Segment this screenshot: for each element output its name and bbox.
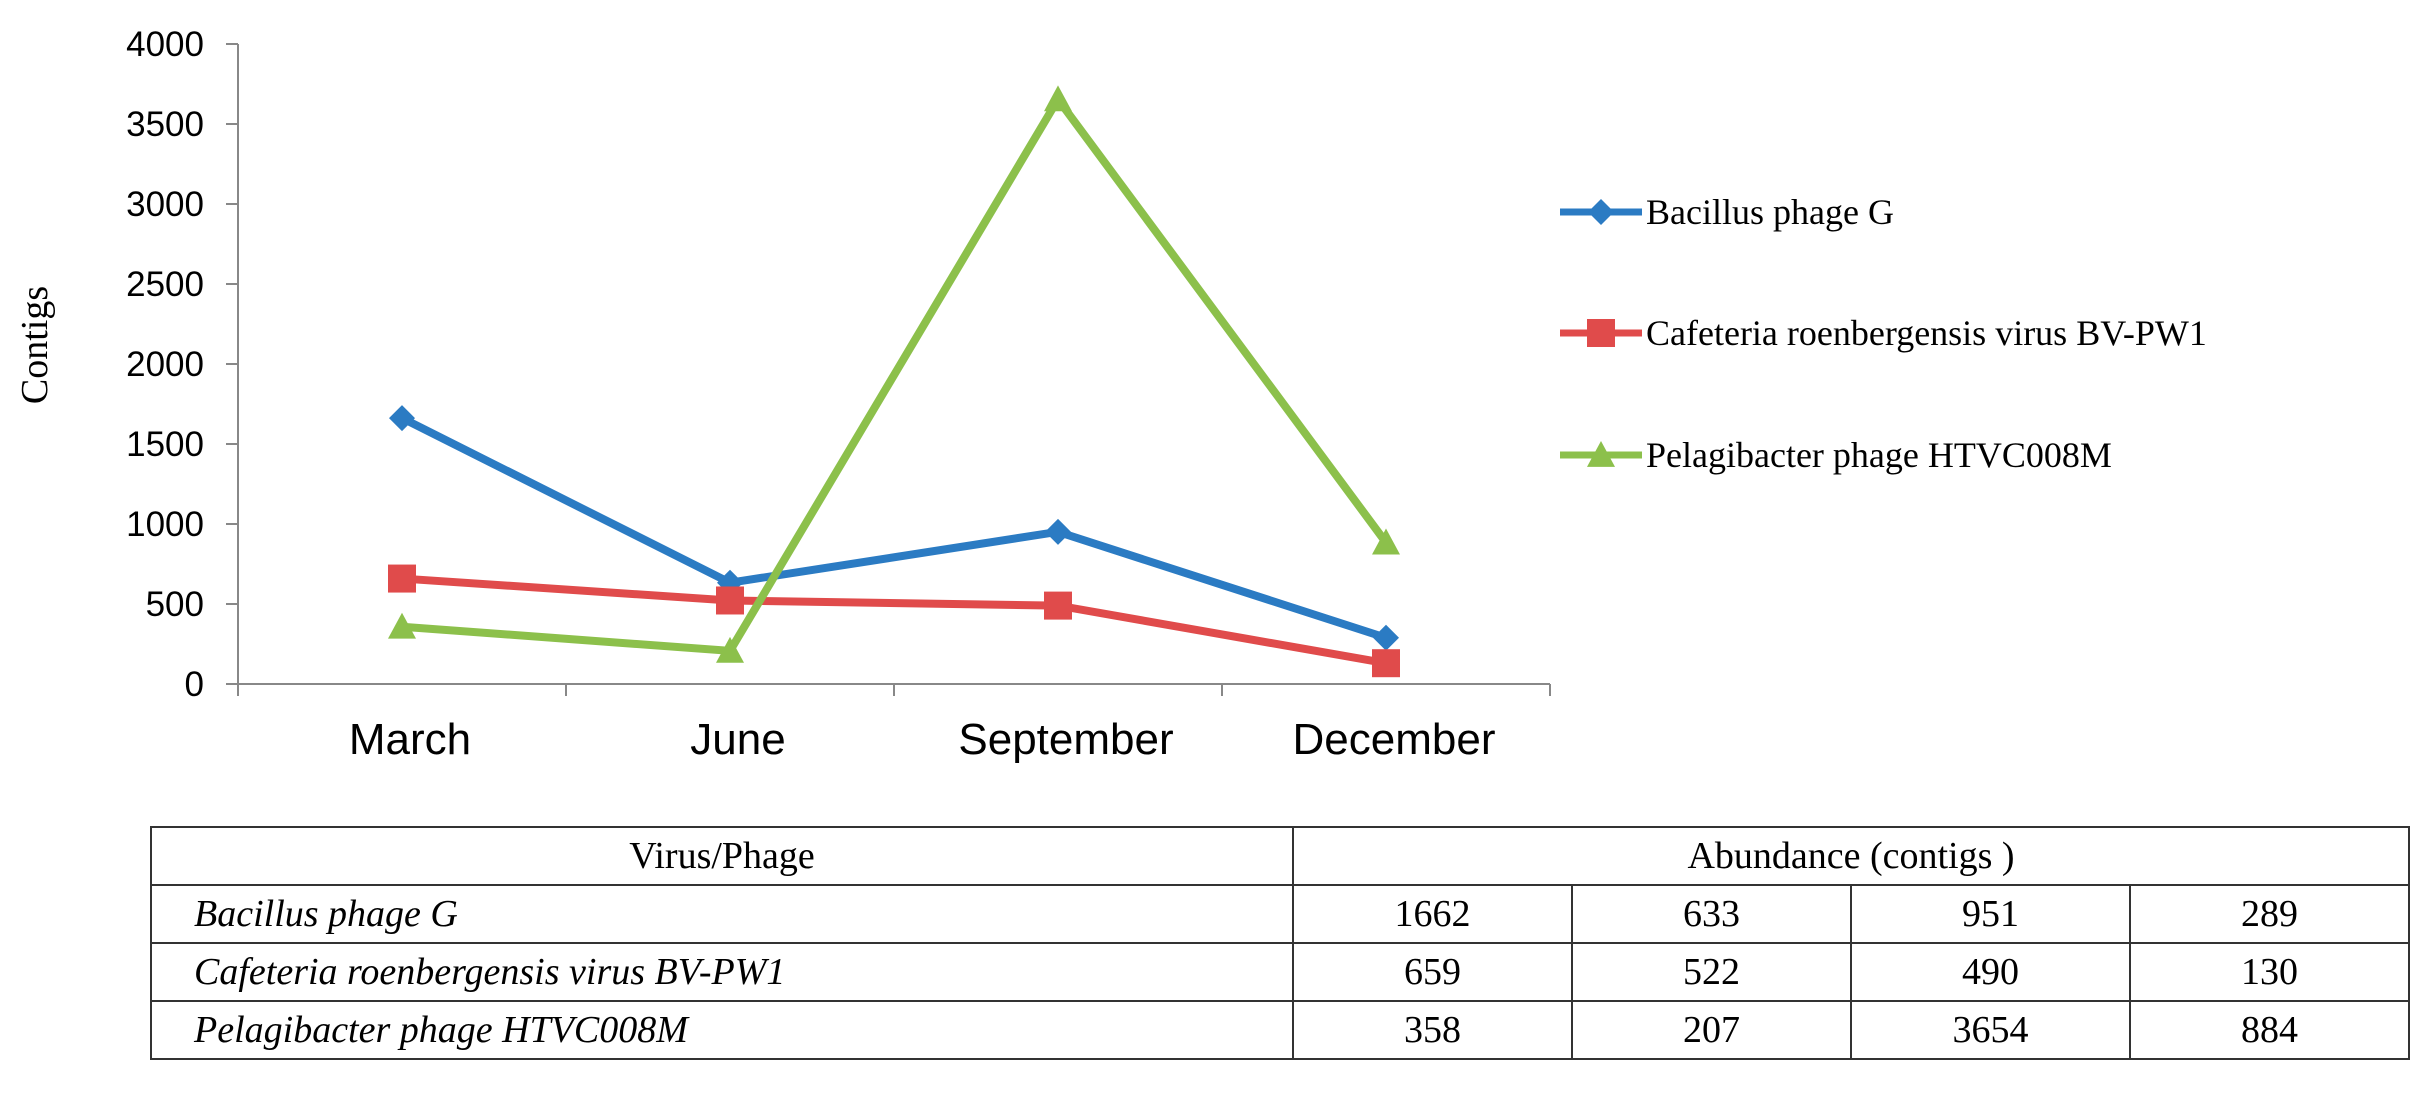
data-point (716, 586, 744, 615)
data-point (1044, 591, 1072, 620)
table-header-row: Virus/Phage Abundance (contigs ) (150, 826, 2410, 886)
series-line (400, 414, 1388, 642)
chart-legend: Bacillus phage G Cafeteria roenbergensis … (1560, 192, 2207, 475)
y-tick-label: 1000 (126, 505, 204, 544)
data-point (1372, 649, 1400, 678)
y-tick-label: 3500 (126, 105, 204, 144)
series-2 (388, 564, 1400, 678)
data-point (1044, 85, 1072, 112)
data-point (716, 636, 744, 663)
series-3 (388, 85, 1400, 663)
table-cell-virus-name: Pelagibacter phage HTVC008M (150, 1000, 1294, 1060)
x-axis-ticks: March June September December (237, 684, 1551, 764)
x-tick-label: March (349, 715, 471, 764)
table-cell-abundance: 3654 (1850, 1000, 2131, 1060)
table-cell-abundance: 659 (1292, 942, 1573, 1002)
legend-label: Bacillus phage G (1646, 192, 1894, 232)
table-cell-abundance: 358 (1292, 1000, 1573, 1060)
table-header-abundance: Abundance (contigs ) (1292, 826, 2410, 886)
legend-marker (1588, 199, 1614, 225)
x-tick-label: December (1293, 715, 1496, 764)
data-point (388, 564, 416, 593)
y-tick-label: 2500 (126, 265, 204, 304)
legend-marker (1587, 441, 1615, 467)
y-axis-title: Contigs (14, 286, 56, 404)
y-tick-label: 500 (146, 585, 204, 624)
table-header-virus: Virus/Phage (150, 826, 1294, 886)
data-point (1045, 518, 1071, 545)
table-cell-virus-name: Bacillus phage G (150, 884, 1294, 944)
abundance-table: Virus/Phage Abundance (contigs ) Bacillu… (150, 826, 2410, 1060)
x-tick-label: September (958, 715, 1173, 764)
data-point (389, 405, 415, 432)
y-tick-label: 2000 (126, 345, 204, 384)
series-1 (389, 405, 1399, 651)
table-cell-abundance: 289 (2129, 884, 2410, 944)
y-tick-label: 1500 (126, 425, 204, 464)
table-cell-abundance: 951 (1850, 884, 2131, 944)
data-point (1372, 528, 1400, 555)
table-row: Cafeteria roenbergensis virus BV-PW1 659 5… (150, 942, 2410, 1002)
table-cell-abundance: 633 (1571, 884, 1852, 944)
table-row: Bacillus phage G 1662 633 951 289 (150, 884, 2410, 944)
table-cell-abundance: 1662 (1292, 884, 1573, 944)
table-cell-abundance: 490 (1850, 942, 2131, 1002)
chart-series (388, 85, 1400, 678)
data-point (388, 612, 416, 639)
series-line (401, 92, 1390, 656)
chart-axes (237, 44, 1550, 685)
table-row: Pelagibacter phage HTVC008M 358 207 3654 884 (150, 1000, 2410, 1060)
table-cell-virus-name: Cafeteria roenbergensis virus BV-PW1 (150, 942, 1294, 1002)
table-cell-abundance: 207 (1571, 1000, 1852, 1060)
y-axis-ticks: 0 500 1000 1500 2000 2500 3000 3500 4000 (126, 25, 238, 704)
line-chart: 0 500 1000 1500 2000 2500 3000 3500 4000 March Ju… (14, 25, 2207, 764)
table-cell-abundance: 522 (1571, 942, 1852, 1002)
y-tick-label: 3000 (126, 185, 204, 224)
data-point (1373, 624, 1399, 651)
legend-label: Pelagibacter phage HTVC008M (1646, 435, 2112, 475)
y-tick-label: 0 (185, 665, 204, 704)
x-tick-label: June (690, 715, 785, 764)
y-tick-label: 4000 (126, 25, 204, 64)
legend-item: Cafeteria roenbergensis virus BV-PW1 (1560, 313, 2207, 353)
legend-item: Bacillus phage G (1560, 192, 1894, 232)
series-line (401, 574, 1387, 668)
table-cell-abundance: 884 (2129, 1000, 2410, 1060)
legend-marker (1587, 319, 1615, 347)
legend-label: Cafeteria roenbergensis virus BV-PW1 (1646, 313, 2207, 353)
legend-item: Pelagibacter phage HTVC008M (1560, 435, 2112, 475)
table-cell-abundance: 130 (2129, 942, 2410, 1002)
